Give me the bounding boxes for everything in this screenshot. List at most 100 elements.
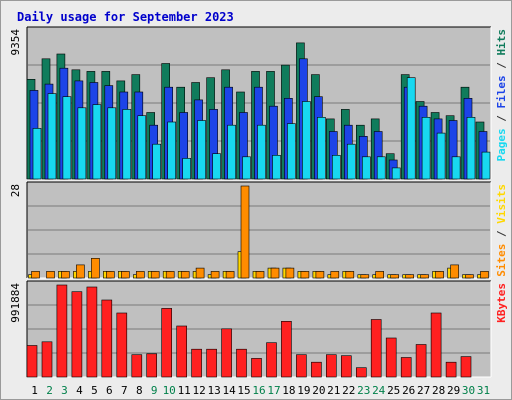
day-label-14: 14 — [222, 384, 236, 397]
day-label-13: 13 — [207, 384, 220, 397]
bar-sites-8 — [136, 271, 145, 279]
bar-kbytes-16 — [251, 358, 262, 378]
day-label-21: 21 — [327, 384, 340, 397]
bar-pages-7 — [122, 109, 132, 180]
day-label-18: 18 — [282, 384, 295, 397]
bar-kbytes-20 — [311, 361, 322, 378]
bar-sites-22 — [345, 271, 355, 279]
bar-pages-4 — [77, 107, 87, 180]
bar-pages-2 — [47, 93, 57, 180]
bar-pages-8 — [137, 115, 147, 180]
bar-pages-19 — [302, 101, 311, 180]
day-label-11: 11 — [178, 384, 191, 397]
bar-kbytes-18 — [281, 320, 292, 378]
ymax-label-kbytes: 991884 — [9, 283, 22, 323]
bar-pages-9 — [152, 143, 161, 180]
bar-pages-3 — [62, 96, 72, 180]
bar-sites-14 — [225, 271, 235, 279]
bar-sites-12 — [195, 267, 205, 279]
bar-sites-19 — [300, 271, 310, 279]
bar-sites-27 — [420, 274, 429, 279]
bar-kbytes-23 — [355, 367, 367, 378]
bar-pages-10 — [167, 121, 176, 180]
bar-sites-15 — [240, 185, 250, 279]
bar-sites-11 — [180, 271, 190, 279]
day-label-30: 30 — [462, 384, 475, 397]
bar-sites-16 — [255, 271, 265, 279]
day-label-15: 15 — [237, 384, 250, 397]
bar-sites-13 — [210, 271, 220, 279]
bar-kbytes-30 — [460, 356, 472, 378]
bar-pages-26 — [406, 77, 416, 180]
day-label-4: 4 — [76, 384, 83, 397]
bar-kbytes-25 — [385, 337, 397, 378]
bar-sites-23 — [360, 274, 370, 279]
ymax-label-visits: 28 — [9, 184, 22, 197]
bar-kbytes-5 — [86, 286, 98, 378]
bar-pages-18 — [287, 123, 296, 180]
bar-kbytes-14 — [221, 328, 232, 378]
day-label-1: 1 — [31, 384, 38, 397]
bar-sites-30 — [465, 274, 474, 279]
bar-kbytes-7 — [116, 312, 128, 378]
bar-kbytes-29 — [445, 361, 457, 378]
bar-kbytes-27 — [415, 344, 427, 378]
bar-sites-29 — [450, 264, 459, 279]
day-label-28: 28 — [432, 384, 445, 397]
bar-pages-12 — [197, 120, 206, 180]
legend-pages: Pages — [495, 128, 508, 161]
bar-pages-23 — [361, 156, 371, 180]
bar-sites-10 — [165, 271, 175, 279]
bar-kbytes-11 — [176, 325, 187, 378]
bar-kbytes-21 — [325, 354, 337, 378]
bar-pages-22 — [346, 143, 356, 180]
day-label-5: 5 — [91, 384, 98, 397]
legend-files: Files — [495, 75, 508, 108]
bar-kbytes-2 — [41, 341, 53, 378]
day-label-22: 22 — [342, 384, 355, 397]
ymax-label-hits: 9354 — [9, 29, 22, 56]
bar-pages-28 — [436, 132, 446, 180]
bar-kbytes-13 — [206, 348, 217, 378]
bar-kbytes-3 — [56, 284, 68, 378]
bar-pages-11 — [182, 158, 191, 180]
day-label-6: 6 — [106, 384, 113, 397]
legend-hits-files-pages: Pages / Files / Hits — [495, 29, 508, 162]
bar-sites-3 — [61, 271, 70, 279]
day-label-7: 7 — [121, 384, 128, 397]
bar-kbytes-22 — [340, 355, 352, 378]
day-label-9: 9 — [151, 384, 158, 397]
bar-sites-4 — [76, 264, 85, 279]
bar-pages-25 — [391, 167, 401, 180]
bar-pages-27 — [421, 117, 431, 180]
day-label-27: 27 — [417, 384, 430, 397]
bar-kbytes-24 — [370, 319, 382, 378]
bar-kbytes-10 — [161, 308, 172, 378]
bar-pages-21 — [331, 155, 341, 180]
day-label-23: 23 — [357, 384, 370, 397]
bar-sites-31 — [480, 271, 489, 279]
bar-sites-2 — [46, 271, 55, 279]
bar-sites-26 — [405, 274, 415, 279]
day-label-16: 16 — [252, 384, 265, 397]
bar-sites-7 — [121, 271, 130, 279]
bar-pages-15 — [242, 156, 251, 180]
bar-sites-5 — [91, 257, 100, 279]
bar-sites-17 — [270, 267, 280, 279]
bar-sites-25 — [390, 274, 400, 279]
bar-pages-6 — [107, 107, 117, 180]
bar-sites-9 — [150, 271, 160, 279]
day-label-10: 10 — [163, 384, 176, 397]
bar-kbytes-8 — [131, 354, 143, 378]
bar-pages-24 — [376, 156, 386, 180]
bar-pages-5 — [92, 104, 102, 180]
bar-pages-30 — [466, 117, 476, 180]
legend-kbytes-label: KBytes — [495, 283, 508, 323]
bar-kbytes-19 — [296, 354, 307, 378]
day-label-2: 2 — [46, 384, 53, 397]
bar-pages-16 — [257, 124, 266, 180]
day-label-17: 17 — [267, 384, 280, 397]
bar-kbytes-26 — [400, 357, 412, 378]
bar-kbytes-9 — [146, 353, 157, 378]
